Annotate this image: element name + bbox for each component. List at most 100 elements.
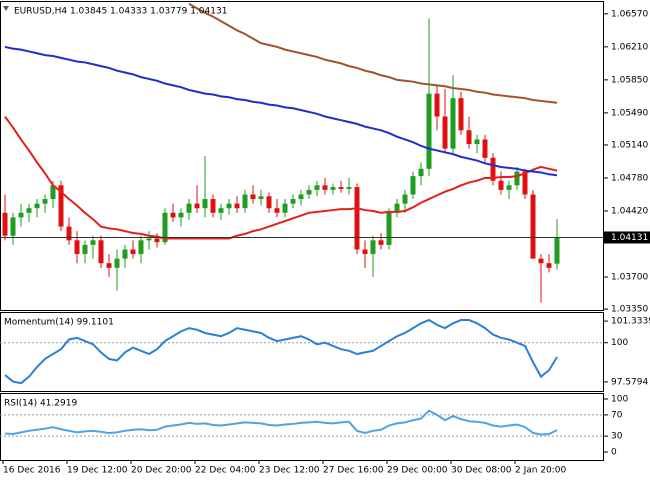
panel-frame <box>0 393 604 461</box>
x-tick-label: 19 Dec 12:00 <box>67 466 128 476</box>
indicator-line <box>4 409 558 436</box>
x-tick-label: 30 Dec 08:00 <box>451 466 512 476</box>
candle-body <box>90 240 96 245</box>
candle-body <box>130 249 136 255</box>
candle-body <box>282 203 288 213</box>
candle-body <box>258 196 264 200</box>
symbol-icon <box>3 6 9 11</box>
y-tick-label: 1.06570 <box>611 9 648 19</box>
panel-title: RSI(14) 41.2919 <box>4 399 77 409</box>
x-tick-label: 23 Dec 12:00 <box>259 466 320 476</box>
current-price-label: 1.04131 <box>611 233 648 243</box>
moving-average <box>188 2 558 104</box>
y-tick-label: 1.04420 <box>611 206 648 216</box>
candle-body <box>322 185 328 190</box>
candle-body <box>218 208 224 213</box>
y-tick-label: 70 <box>611 410 623 420</box>
candle-body <box>490 157 496 181</box>
y-tick-label: 30 <box>611 432 623 442</box>
y-tick-label: 1.05850 <box>611 75 648 85</box>
candle-body <box>386 212 392 245</box>
candle-body <box>442 116 448 149</box>
x-tick-label: 20 Dec 20:00 <box>131 466 192 476</box>
candle-body <box>26 208 32 213</box>
candle-body <box>210 199 216 213</box>
candle-body <box>106 263 112 268</box>
candle-body <box>474 139 480 145</box>
y-tick-label: 101.3339 <box>611 317 650 327</box>
x-tick-label: 27 Dec 16:00 <box>323 466 384 476</box>
candle-body <box>162 212 168 243</box>
candle-body <box>138 240 144 255</box>
candle-body <box>346 187 352 189</box>
candle-body <box>514 171 520 186</box>
candle-body <box>154 238 160 243</box>
panel-title: Momentum(14) 99.1101 <box>4 318 114 328</box>
candle-body <box>426 93 432 169</box>
candle-body <box>466 130 472 145</box>
y-tick-label: 1.04780 <box>611 173 648 183</box>
y-tick-label: 1.06210 <box>611 42 648 52</box>
candle-body <box>226 203 232 209</box>
candle-body <box>114 258 120 268</box>
candle-body <box>98 240 104 264</box>
candle-body <box>82 244 88 255</box>
candle-body <box>306 189 312 195</box>
candle-body <box>18 212 24 218</box>
candle-body <box>530 194 536 259</box>
y-tick-label: 0 <box>611 448 617 458</box>
candle-body <box>234 203 240 209</box>
candle-body <box>370 240 376 255</box>
x-tick-label: 16 Dec 2016 <box>3 466 61 476</box>
y-tick-label: 1.05140 <box>611 140 648 150</box>
candle-body <box>58 185 64 227</box>
candle-body <box>330 187 336 190</box>
moving-average <box>4 45 558 177</box>
candle-body <box>410 176 416 195</box>
x-tick-label: 22 Dec 04:00 <box>195 466 256 476</box>
candle-body <box>2 212 8 236</box>
candle-body <box>74 240 80 255</box>
candle-body <box>458 98 464 131</box>
candle-body <box>178 212 184 218</box>
candle-body <box>122 249 128 259</box>
candle-body <box>42 199 48 204</box>
candle-body <box>314 185 320 190</box>
candle-body <box>522 171 528 195</box>
candle-body <box>498 180 504 190</box>
panel-frame <box>0 1 604 311</box>
candle-body <box>338 187 344 189</box>
y-tick-label: 100 <box>611 394 628 404</box>
candle-body <box>50 185 56 200</box>
candle-body <box>362 249 368 255</box>
candle-body <box>402 194 408 204</box>
candle-body <box>290 199 296 204</box>
candle-body <box>34 203 40 209</box>
candle-body <box>450 98 456 149</box>
candle-body <box>202 199 208 209</box>
candle-body <box>378 240 384 245</box>
candle-body <box>482 139 488 158</box>
x-tick-label: 2 Jan 20:00 <box>515 466 567 476</box>
candle-body <box>394 203 400 213</box>
moving-average <box>4 115 558 240</box>
candle-body <box>418 168 424 177</box>
candle-body <box>170 212 176 218</box>
y-tick-label: 1.03700 <box>611 272 648 282</box>
candle-body <box>250 194 256 200</box>
current-price-box <box>604 231 650 244</box>
y-tick-label: 97.5794 <box>611 377 648 387</box>
candle-body <box>506 185 512 190</box>
indicator-line <box>4 318 558 385</box>
candle-body <box>186 203 192 213</box>
candle-body <box>434 93 440 117</box>
candle-body <box>146 238 152 241</box>
candle-body <box>194 203 200 209</box>
panel-title: EURUSD,H4 1.03845 1.04333 1.03779 1.0413… <box>14 7 227 17</box>
candle-body <box>546 263 552 268</box>
candle-body <box>274 208 280 213</box>
candle-body <box>538 258 544 264</box>
